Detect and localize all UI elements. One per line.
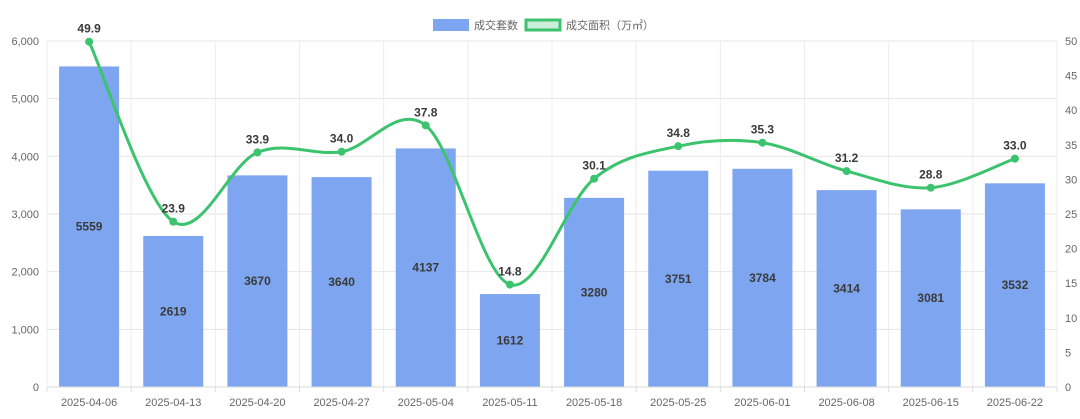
legend-label-bar: 成交套数 — [474, 18, 518, 32]
line-value-label: 14.8 — [498, 265, 522, 279]
bar[interactable] — [732, 168, 793, 387]
line-labels: 49.9 23.9 33.9 34.0 37.8 14.8 30.1 34.8 35.3 31.2… — [77, 22, 1027, 279]
bar[interactable] — [227, 175, 288, 387]
line-value-label: 33.0 — [1003, 139, 1027, 153]
x-tick-label: 2025-06-01 — [734, 397, 790, 409]
bar[interactable] — [984, 183, 1045, 387]
bar-value-label: 3532 — [1002, 278, 1029, 292]
line-point[interactable] — [674, 142, 683, 151]
line-value-label: 49.9 — [77, 22, 101, 36]
y-left-tick-label: 3,000 — [11, 209, 39, 221]
line-value-label: 34.0 — [330, 132, 354, 146]
bar[interactable] — [311, 177, 372, 387]
bar[interactable] — [479, 294, 540, 387]
legend-item-line[interactable]: 成交面积（万㎡） — [524, 18, 654, 32]
y-left-tick-label: 4,000 — [11, 151, 39, 163]
x-tick-label: 2025-04-27 — [313, 397, 369, 409]
line-value-label: 30.1 — [582, 159, 606, 173]
x-tick-label: 2025-05-25 — [650, 397, 706, 409]
bar[interactable] — [816, 190, 877, 387]
x-tick-label: 2025-04-20 — [229, 397, 285, 409]
y-right-tick-label: 0 — [1065, 382, 1071, 394]
line-series — [85, 37, 1019, 289]
line-value-label: 31.2 — [835, 151, 859, 165]
y-right-tick-label: 40 — [1065, 105, 1077, 117]
y-right-tick-label: 15 — [1065, 278, 1077, 290]
y-right-tick-label: 10 — [1065, 313, 1077, 325]
legend-label-line: 成交面积（万㎡） — [566, 18, 654, 32]
line-point[interactable] — [1010, 154, 1019, 163]
y-right-tick-label: 30 — [1065, 174, 1077, 186]
bar[interactable] — [143, 235, 204, 387]
bar[interactable] — [900, 209, 961, 387]
y-left-tick-label: 2,000 — [11, 267, 39, 279]
bar-value-label: 3081 — [917, 291, 944, 305]
x-tick-label: 2025-06-15 — [903, 397, 959, 409]
bar-value-label: 3280 — [581, 285, 608, 299]
y-left-tick-label: 5,000 — [11, 94, 39, 106]
line-point[interactable] — [337, 147, 346, 156]
line-value-label: 23.9 — [162, 202, 186, 216]
legend-swatch-line — [524, 18, 562, 32]
bar-labels: 5559 2619 3670 3640 4137 1612 3280 3751 3784 3414… — [76, 220, 1029, 348]
bar-series — [59, 66, 1045, 387]
line-value-label: 35.3 — [751, 123, 775, 137]
line-point[interactable] — [169, 217, 178, 226]
line-point[interactable] — [253, 148, 262, 157]
line-point[interactable] — [926, 183, 935, 192]
line-value-label: 37.8 — [414, 105, 438, 119]
x-tick-label: 2025-06-22 — [987, 397, 1043, 409]
bar-value-label: 3640 — [328, 275, 355, 289]
bar-value-label: 1612 — [497, 334, 524, 348]
bar[interactable] — [564, 197, 625, 387]
line-point[interactable] — [758, 138, 767, 147]
legend-swatch-bar — [433, 19, 469, 31]
bar-value-label: 4137 — [412, 261, 439, 275]
line-point[interactable] — [421, 121, 430, 130]
x-tick-label: 2025-05-04 — [398, 397, 454, 409]
y-right-tick-label: 45 — [1065, 71, 1077, 83]
bar[interactable] — [395, 148, 456, 387]
y-right-tick-label: 5 — [1065, 347, 1071, 359]
bar-value-label: 3784 — [749, 271, 776, 285]
bar[interactable] — [59, 66, 120, 387]
line-value-label: 28.8 — [919, 168, 943, 182]
line-value-label: 33.9 — [246, 132, 270, 146]
y-right-tick-label: 25 — [1065, 209, 1077, 221]
line-point[interactable] — [842, 167, 851, 176]
axes: 01,0002,0003,0004,0005,0006,000051015202… — [11, 36, 1077, 409]
x-tick-label: 2025-05-11 — [482, 397, 537, 409]
y-left-tick-label: 6,000 — [11, 36, 39, 48]
x-tick-label: 2025-04-13 — [145, 397, 201, 409]
legend[interactable]: 成交套数 成交面积（万㎡） — [433, 18, 654, 32]
bar-value-label: 3751 — [665, 272, 692, 286]
x-tick-label: 2025-05-18 — [566, 397, 622, 409]
legend-item-bar[interactable]: 成交套数 — [433, 18, 518, 32]
y-right-tick-label: 35 — [1065, 140, 1077, 152]
bar-value-label: 5559 — [76, 220, 103, 234]
bar[interactable] — [648, 170, 709, 387]
x-tick-label: 2025-04-06 — [61, 397, 117, 409]
x-tick-label: 2025-06-08 — [818, 397, 874, 409]
bar-value-label: 2619 — [160, 304, 187, 318]
line-point[interactable] — [505, 280, 514, 289]
line-point[interactable] — [590, 174, 599, 183]
y-right-tick-label: 20 — [1065, 244, 1077, 256]
y-left-tick-label: 1,000 — [11, 324, 39, 336]
line-value-label: 34.8 — [667, 126, 691, 140]
y-left-tick-label: 0 — [33, 382, 39, 394]
line-point[interactable] — [85, 37, 94, 46]
bar-value-label: 3670 — [244, 274, 271, 288]
y-right-tick-label: 50 — [1065, 36, 1077, 48]
bar-value-label: 3414 — [833, 282, 860, 296]
